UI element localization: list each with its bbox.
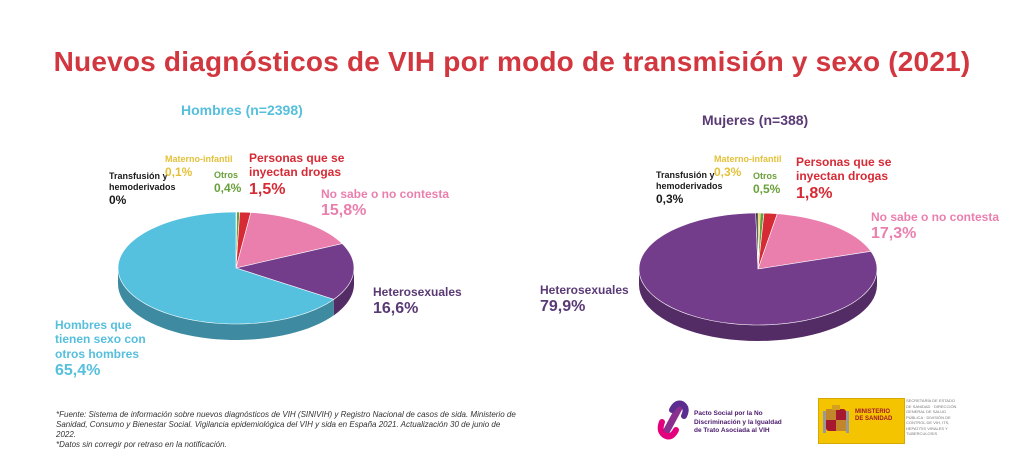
hombres-side-hombres-que-tienen-sexo-con-otros-hombres xyxy=(118,268,334,340)
hombres-transfusion-value: 0% xyxy=(109,192,127,207)
pacto-social-logo: Pacto Social por la No Discriminación y … xyxy=(654,398,784,444)
mujeres-hetero-name: Heterosexuales xyxy=(540,283,629,297)
hombres-hetero-value: 16,6% xyxy=(373,300,419,318)
hombres-idu-name: Personas que se inyectan drogas xyxy=(249,151,345,180)
mujeres-materno-name: Materno-infantil xyxy=(714,154,782,164)
source-note-line2: *Datos sin corregir por retraso en la no… xyxy=(56,440,227,449)
coat-of-arms-icon xyxy=(823,405,849,433)
mujeres-hetero-value: 79,9% xyxy=(540,298,586,316)
mujeres-side-heterosexuales xyxy=(639,269,877,341)
mujeres-materno-label: Materno-infantil 0,3% xyxy=(714,154,782,179)
pie-mujeres xyxy=(638,212,878,341)
hombres-materno-value: 0,1% xyxy=(165,164,193,179)
ministerio-logo: MINISTERIO DE SANIDAD SECRETARÍA DE ESTA… xyxy=(818,398,958,444)
gobierno-espana-block: MINISTERIO DE SANIDAD xyxy=(818,398,905,444)
hombres-title: Hombres (n=2398) xyxy=(181,102,303,118)
hombres-slice-heterosexuales xyxy=(234,243,355,300)
mujeres-otros-value: 0,5% xyxy=(753,181,781,196)
hombres-transfusion-name: Transfusión y hemoderivados xyxy=(109,171,176,192)
mujeres-slice-transfusion-y-hemoderivados xyxy=(755,212,759,270)
mujeres-idu-label: Personas que se inyectan drogas 1,8% xyxy=(796,155,906,203)
mujeres-otros-name: Otros xyxy=(753,171,778,181)
pacto-social-emblem-icon xyxy=(657,400,689,440)
source-note: *Fuente: Sistema de información sobre nu… xyxy=(56,410,516,450)
hombres-otros-label: Otros 0,4% xyxy=(214,170,241,195)
hombres-materno-label: Materno-infantil 0,1% xyxy=(165,154,233,179)
mujeres-nosabe-label: No sabe o no contesta 17,3% xyxy=(871,210,999,244)
hombres-hsh-value: 65,4% xyxy=(55,362,101,380)
mujeres-nosabe-name: No sabe o no contesta xyxy=(871,210,1000,224)
mujeres-idu-name: Personas que se inyectan drogas xyxy=(796,155,892,184)
hombres-nosabe-value: 15,8% xyxy=(321,202,367,220)
ministerio-name: MINISTERIO DE SANIDAD xyxy=(855,409,893,422)
hombres-slice-hombres-que-tienen-sexo-con-otros-hombres xyxy=(117,211,335,325)
pie-charts-canvas xyxy=(117,211,878,341)
hombres-idu-label: Personas que se inyectan drogas 1,5% xyxy=(249,151,359,199)
chart-title: Nuevos diagnósticos de VIH por modo de t… xyxy=(53,46,971,77)
mujeres-title: Mujeres (n=388) xyxy=(702,112,809,128)
mujeres-transfusion-value: 0,3% xyxy=(656,191,684,206)
source-note-line1: *Fuente: Sistema de información sobre nu… xyxy=(56,410,516,439)
hombres-slice-no-sabe-o-no-contesta xyxy=(235,212,343,269)
hombres-idu-value: 1,5% xyxy=(249,180,286,198)
hombres-otros-name: Otros xyxy=(214,170,239,180)
hombres-side-heterosexuales xyxy=(333,268,354,316)
hombres-transfusion-label: Transfusión y hemoderivados 0% xyxy=(109,171,179,207)
mujeres-otros-label: Otros 0,5% xyxy=(753,171,780,196)
hombres-hetero-name: Heterosexuales xyxy=(373,285,462,299)
hombres-otros-value: 0,4% xyxy=(214,180,242,195)
pie-hombres xyxy=(117,211,355,340)
mujeres-materno-value: 0,3% xyxy=(714,164,742,179)
hombres-nosabe-label: No sabe o no contesta 15,8% xyxy=(321,187,449,221)
pacto-social-text: Pacto Social por la No Discriminación y … xyxy=(694,410,782,434)
mujeres-transfusion-label: Transfusión y hemoderivados 0,3% xyxy=(656,170,726,206)
mujeres-transfusion-name: Transfusión y hemoderivados xyxy=(656,170,723,191)
mujeres-idu-value: 1,8% xyxy=(796,184,833,202)
mujeres-nosabe-value: 17,3% xyxy=(871,225,917,243)
hombres-materno-name: Materno-infantil xyxy=(165,154,233,164)
hombres-hsh-name: Hombres que tienen sexo con otros hombre… xyxy=(55,318,146,361)
hombres-hetero-label: Heterosexuales 16,6% xyxy=(373,285,462,319)
hombres-nosabe-name: No sabe o no contesta xyxy=(321,187,450,201)
hombres-hsh-label: Hombres que tienen sexo con otros hombre… xyxy=(55,318,155,380)
mujeres-hetero-label: Heterosexuales 79,9% xyxy=(540,283,629,317)
ministerio-subtext: SECRETARÍA DE ESTADO DE SANIDAD · DIRECC… xyxy=(906,398,957,436)
mujeres-slice-no-sabe-o-no-contesta xyxy=(757,213,872,270)
